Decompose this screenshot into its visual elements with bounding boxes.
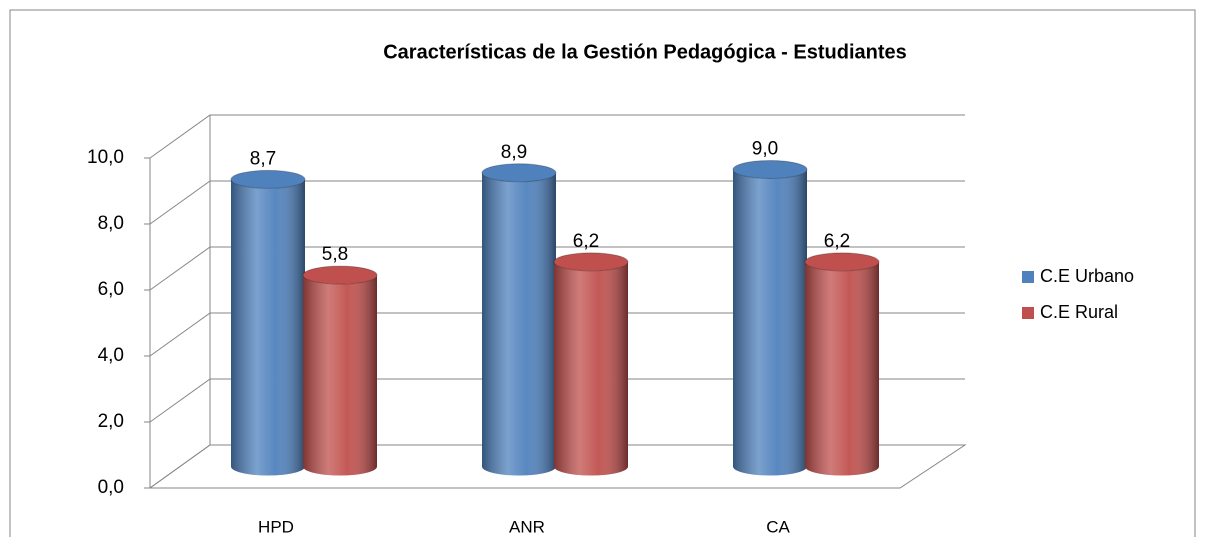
bar-shade — [482, 172, 556, 476]
bar-top — [230, 169, 306, 189]
bar-top — [302, 265, 378, 285]
bar-top — [732, 160, 808, 179]
y-tick-label: 4,0 — [98, 345, 124, 366]
chart-frame — [9, 9, 1196, 537]
bar-shade — [554, 261, 628, 476]
legend-label: C.E Urbano — [1040, 266, 1134, 286]
y-tick-label: 0,0 — [98, 477, 124, 498]
data-label: 6,2 — [824, 231, 850, 252]
legend-swatch — [1022, 271, 1034, 283]
y-tick-label: 6,0 — [98, 279, 124, 300]
data-label: 9,0 — [752, 139, 778, 160]
data-label: 8,7 — [250, 148, 276, 169]
legend-label: C.E Rural — [1040, 302, 1118, 322]
grid-line — [149, 444, 965, 489]
bar-shade — [805, 261, 879, 476]
chart-title: Características de la Gestión Pedagógica… — [383, 41, 907, 63]
grid-line — [149, 312, 965, 357]
grid-line — [149, 378, 965, 423]
grid-line — [149, 246, 965, 291]
data-label: 5,8 — [322, 244, 348, 265]
data-label: 8,9 — [501, 142, 527, 163]
bar-top — [553, 252, 629, 272]
grid-line — [149, 180, 965, 225]
y-tick-label: 2,0 — [98, 411, 124, 432]
bar-top — [804, 252, 880, 272]
legend-swatch — [1022, 307, 1034, 319]
y-tick-label: 8,0 — [98, 213, 124, 234]
x-tick-label: ANR — [509, 517, 545, 536]
y-tick-label: 10,0 — [87, 147, 124, 168]
x-tick-label: CA — [766, 517, 790, 536]
bar-shade — [303, 275, 377, 476]
grid-line — [149, 114, 965, 159]
bar-shade — [733, 169, 807, 476]
bar-top — [481, 163, 557, 183]
x-tick-label: HPD — [258, 517, 294, 536]
data-label: 6,2 — [573, 231, 599, 252]
bar-shade — [231, 179, 305, 476]
